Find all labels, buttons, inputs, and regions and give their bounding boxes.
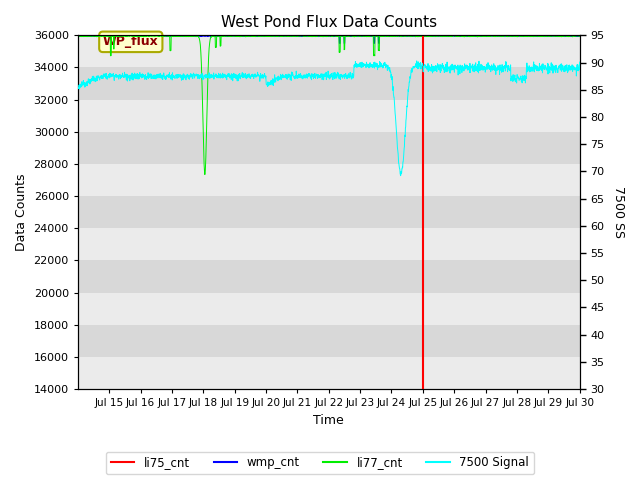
Y-axis label: Data Counts: Data Counts bbox=[15, 173, 28, 251]
Title: West Pond Flux Data Counts: West Pond Flux Data Counts bbox=[221, 15, 436, 30]
Bar bbox=[78, 357, 580, 389]
Text: WP_flux: WP_flux bbox=[103, 36, 159, 48]
Bar bbox=[78, 228, 580, 261]
Bar bbox=[78, 164, 580, 196]
X-axis label: Time: Time bbox=[314, 414, 344, 427]
Bar bbox=[78, 68, 580, 100]
Bar bbox=[78, 36, 580, 68]
Bar bbox=[78, 324, 580, 357]
Y-axis label: 7500 SS: 7500 SS bbox=[612, 186, 625, 238]
Bar bbox=[78, 196, 580, 228]
Bar bbox=[78, 100, 580, 132]
Legend: li75_cnt, wmp_cnt, li77_cnt, 7500 Signal: li75_cnt, wmp_cnt, li77_cnt, 7500 Signal bbox=[106, 452, 534, 474]
Bar bbox=[78, 132, 580, 164]
Bar bbox=[78, 261, 580, 292]
Bar bbox=[78, 292, 580, 324]
